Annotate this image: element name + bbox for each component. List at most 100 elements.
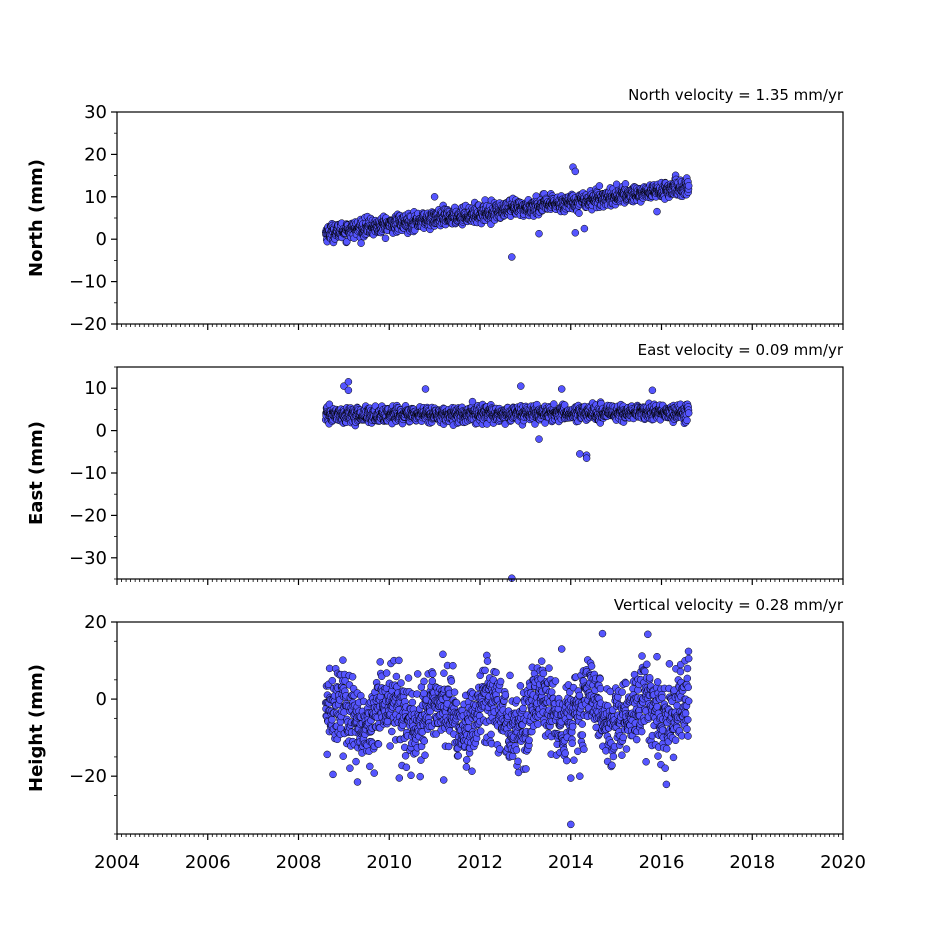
y-tick-label: 0: [96, 229, 107, 250]
y-tick-label: −20: [69, 314, 107, 335]
outlier-point: [580, 224, 589, 233]
data-point: [366, 762, 374, 771]
data-point: [462, 756, 471, 764]
data-point: [444, 742, 453, 751]
outlier-point: [535, 229, 543, 238]
north-x-ticks: [116, 324, 844, 330]
data-point: [684, 732, 692, 740]
data-point: [622, 679, 630, 688]
data-point: [468, 767, 476, 775]
panel-height: 2004 2006 2008 2010 2012 2014 2016 2018 2020200−…: [26, 596, 866, 873]
data-point: [413, 670, 422, 678]
data-point: [513, 696, 521, 704]
data-point: [684, 647, 693, 656]
data-point: [645, 674, 654, 682]
data-point: [374, 740, 383, 748]
height-points: [321, 629, 693, 829]
data-point: [440, 669, 448, 677]
y-tick-label: 30: [84, 102, 107, 123]
data-point: [568, 722, 577, 731]
data-point: [420, 677, 428, 686]
north-points: [321, 163, 693, 261]
data-point: [340, 708, 348, 716]
outlier-point: [571, 167, 580, 176]
data-point: [676, 667, 685, 676]
data-point: [653, 678, 662, 686]
data-point: [514, 757, 522, 766]
data-point: [388, 727, 396, 736]
y-tick-label: −30: [69, 548, 107, 569]
x-tick-label: 2008: [276, 852, 322, 873]
data-point: [561, 749, 569, 757]
outlier-point: [517, 382, 525, 390]
east-x-ticks: [116, 579, 844, 585]
data-point: [402, 763, 411, 772]
data-point: [681, 709, 690, 718]
data-point: [537, 657, 546, 665]
y-tick-label: 10: [84, 187, 107, 208]
data-point: [684, 715, 692, 724]
data-point: [534, 720, 542, 728]
data-point: [487, 730, 495, 739]
data-point: [609, 752, 618, 761]
data-point: [449, 661, 457, 670]
data-point: [516, 682, 525, 690]
north-velocity-label: North velocity = 1.35 mm/yr: [628, 86, 844, 104]
data-point: [439, 650, 447, 659]
outlier-point: [576, 772, 584, 780]
outlier-point: [653, 207, 661, 216]
data-point: [383, 717, 392, 726]
y-tick-label: 20: [84, 144, 107, 165]
data-point: [596, 684, 605, 693]
data-point: [618, 688, 626, 696]
data-point: [658, 693, 666, 702]
data-point: [684, 182, 693, 190]
data-point: [420, 737, 429, 745]
data-point: [429, 670, 437, 678]
data-point: [662, 780, 671, 789]
data-point: [550, 400, 558, 408]
y-tick-label: 10: [84, 378, 107, 399]
data-point: [578, 731, 587, 739]
data-point: [339, 752, 347, 760]
data-point: [352, 757, 360, 766]
data-point: [506, 671, 514, 680]
x-tick-label: 2016: [639, 852, 685, 873]
y-tick-label: −10: [69, 463, 107, 484]
data-point: [381, 234, 390, 243]
outlier-point: [598, 629, 607, 638]
data-point: [328, 715, 336, 724]
data-point: [618, 751, 626, 759]
outlier-point: [421, 385, 430, 393]
data-point: [376, 658, 384, 666]
data-point: [370, 769, 378, 777]
outlier-point: [353, 778, 362, 786]
east-points: [321, 378, 693, 582]
data-point: [619, 733, 628, 742]
data-point: [525, 736, 533, 744]
data-point: [496, 677, 505, 686]
data-point: [551, 677, 560, 685]
data-point: [683, 725, 691, 733]
data-point: [683, 664, 692, 673]
data-point: [637, 727, 646, 736]
data-point: [329, 770, 337, 779]
y-tick-label: 0: [96, 421, 107, 442]
east-axes-frame: [116, 366, 844, 580]
outlier-point: [567, 774, 575, 782]
data-point: [643, 660, 651, 669]
data-point: [608, 761, 616, 770]
data-point: [547, 688, 556, 696]
data-point: [568, 739, 576, 748]
data-point: [661, 764, 669, 772]
outlier-point: [344, 386, 353, 395]
data-point: [323, 750, 331, 759]
data-point: [408, 698, 417, 707]
data-point: [570, 756, 578, 764]
outlier-point: [653, 652, 661, 661]
data-point: [683, 674, 692, 683]
outlier-point: [557, 385, 566, 393]
outlier-point: [567, 820, 575, 829]
